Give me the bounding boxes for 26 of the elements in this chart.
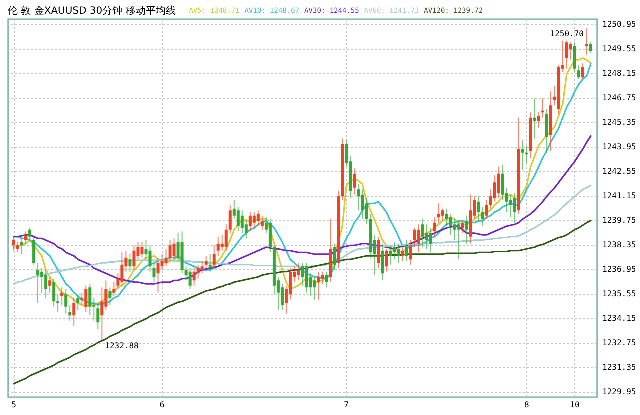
y-tick-label: 1248.15 [602,68,636,78]
line-series [13,220,592,385]
y-tick-label: 1243.95 [602,142,636,152]
x-tick-label: 5 [12,400,17,410]
y-tick-label: 1239.75 [602,216,636,225]
y-tick-label: 1249.55 [602,44,636,54]
y-tick-label: 1246.75 [602,93,636,102]
chart-title: 伦 敦 金XAUUSD 30分钟 移动平均线 [8,5,176,17]
y-tick-label: 1232.75 [602,338,636,348]
y-tick-label: 1234.15 [602,314,636,323]
x-tick-label: 8 [524,400,530,410]
y-tick-label: 1250.95 [602,20,636,29]
y-tick-label: 1245.35 [602,118,636,127]
annotation: 1250.70 [550,30,584,39]
y-tick-label: 1231.35 [602,362,636,372]
y-tick-label: 1238.35 [602,240,636,250]
x-tick-label: 7 [344,400,350,410]
y-tick-label: 1229.95 [602,387,636,396]
y-tick-label: 1236.95 [602,264,636,274]
x-tick-label: 10 [570,400,580,410]
x-tick-label: 6 [160,400,165,410]
y-tick-label: 1241.15 [602,191,636,200]
y-tick-label: 1235.55 [602,289,636,298]
annotation: 1232.88 [105,341,140,350]
line-series [13,135,592,285]
y-tick-label: 1242.55 [602,166,636,176]
